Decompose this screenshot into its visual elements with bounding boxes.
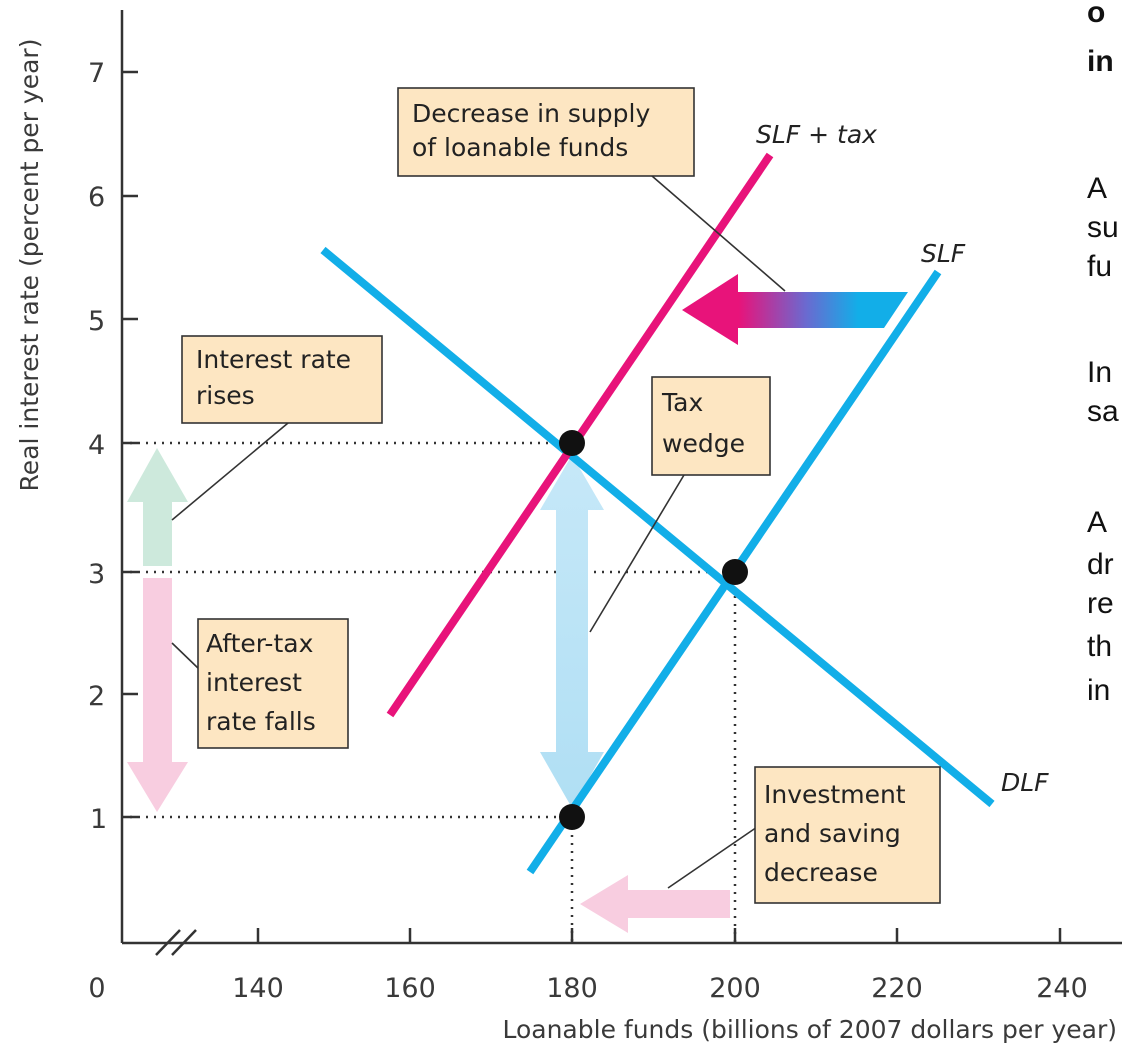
annotation-supply-decrease: Decrease in supply of loanable funds [397, 87, 695, 177]
svg-text:in: in [1087, 674, 1110, 707]
y-tick-label: 2 [88, 681, 105, 712]
rate-rises-arrow [127, 448, 188, 566]
svg-text:of loanable funds: of loanable funds [412, 133, 628, 162]
svg-text:interest: interest [206, 668, 302, 697]
y-tick-label: 7 [88, 58, 105, 89]
annotation-tax-wedge: Tax wedge [651, 376, 771, 476]
x-tick-marks [256, 928, 1062, 943]
svg-text:Investment: Investment [764, 780, 906, 809]
svg-text:fu: fu [1087, 250, 1112, 283]
svg-text:wedge: wedge [662, 429, 745, 458]
dlf-curve [320, 246, 995, 808]
svg-text:and saving: and saving [764, 819, 901, 848]
axis-break-icon [155, 929, 197, 956]
annotation-after-tax: After-tax interest rate falls [197, 618, 349, 749]
svg-text:rises: rises [196, 381, 255, 410]
y-tick-label: 4 [88, 430, 105, 461]
x-tick-label: 0 [88, 973, 105, 1004]
leader-lines [171, 175, 786, 889]
svg-text:dr: dr [1087, 548, 1114, 581]
y-axis-title: Real interest rate (percent per year) [15, 39, 44, 492]
y-tick-label: 3 [88, 559, 105, 590]
svg-text:A: A [1087, 506, 1107, 539]
slf-tax-label: SLF + tax [756, 120, 877, 149]
x-tick-label: 180 [546, 973, 598, 1004]
y-tick-label: 5 [88, 306, 105, 337]
svg-text:Decrease in supply: Decrease in supply [412, 99, 650, 128]
tax-equilibrium-point [559, 430, 585, 456]
y-tick-marks [122, 70, 138, 819]
slf-label: SLF [921, 239, 966, 268]
svg-text:re: re [1087, 587, 1114, 620]
annotation-investment-decrease: Investment and saving decrease [754, 766, 941, 904]
supply-shift-arrow [682, 274, 908, 345]
svg-text:th: th [1087, 630, 1112, 663]
x-tick-label: 200 [709, 973, 761, 1004]
svg-text:o: o [1087, 0, 1105, 29]
x-tick-label: 160 [384, 973, 436, 1004]
x-tick-label: 240 [1036, 973, 1088, 1004]
svg-text:rate falls: rate falls [206, 707, 316, 736]
investment-decrease-arrow [580, 875, 730, 933]
after-tax-rate-point [559, 804, 585, 830]
x-tick-label: 220 [871, 973, 923, 1004]
tax-wedge-arrow [540, 455, 604, 808]
svg-text:su: su [1087, 211, 1119, 244]
y-tick-label: 1 [90, 804, 107, 835]
after-tax-rate-falls-arrow [127, 578, 188, 812]
svg-text:After-tax: After-tax [206, 629, 313, 658]
annotation-rate-rises: Interest rate rises [181, 335, 383, 424]
svg-text:decrease: decrease [764, 858, 878, 887]
x-axis-title: Loanable funds (billions of 2007 dollars… [502, 1015, 1117, 1044]
svg-text:in: in [1087, 45, 1114, 78]
dlf-label: DLF [1001, 768, 1049, 797]
svg-text:Interest rate: Interest rate [196, 345, 351, 374]
svg-text:A: A [1087, 172, 1107, 205]
side-text-fragments: o in A su fu In sa A dr re th in [1087, 0, 1119, 707]
y-tick-label: 6 [88, 182, 105, 213]
svg-text:sa: sa [1087, 395, 1119, 428]
svg-text:In: In [1087, 356, 1112, 389]
svg-text:Tax: Tax [661, 388, 703, 417]
initial-equilibrium-point [722, 559, 748, 585]
x-tick-label: 140 [232, 973, 284, 1004]
